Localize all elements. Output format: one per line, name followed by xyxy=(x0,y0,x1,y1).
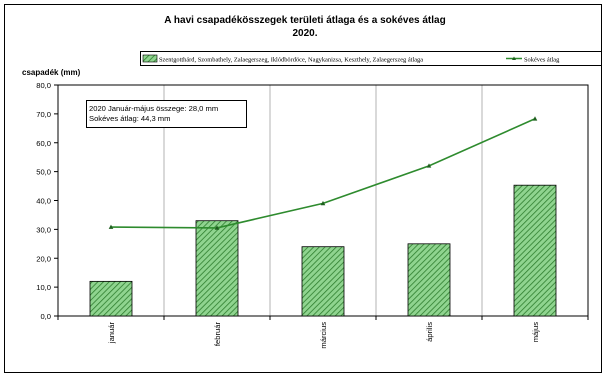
x-tick-label: április xyxy=(425,322,434,342)
legend: Szentgotthárd, Szombathely, Zalaegerszeg… xyxy=(140,51,602,66)
y-tick-label: 50,0 xyxy=(36,168,51,177)
legend-swatch-bars xyxy=(142,54,158,63)
x-tick-label: január xyxy=(107,322,116,345)
chart-title-line2: 2020. xyxy=(292,28,317,39)
y-tick-label: 40,0 xyxy=(36,197,51,206)
y-tick-label: 0,0 xyxy=(40,312,51,321)
plot-area: 0,0 10,0 20,0 30,0 40,0 50,0 60,0 70,0 80,0 januá… xyxy=(36,81,589,349)
bar xyxy=(407,243,451,317)
line-point xyxy=(426,163,432,168)
bar xyxy=(89,280,133,317)
annotation-line1: 2020 Január-május összege: 28,0 mm xyxy=(89,104,218,113)
y-tick-label: 10,0 xyxy=(36,283,51,292)
x-tick-label: március xyxy=(319,322,328,349)
legend-label-line: Sokéves átlag xyxy=(524,57,560,64)
bar xyxy=(195,220,239,317)
annotation-box: 2020 Január-május összege: 28,0 mm Sokév… xyxy=(86,100,247,128)
y-tick-label: 30,0 xyxy=(36,225,51,234)
annotation-rect xyxy=(86,100,247,128)
annotation-line2: Sokéves átlag: 44,3 mm xyxy=(89,114,170,123)
y-tick-label: 20,0 xyxy=(36,254,51,263)
y-tick-label: 70,0 xyxy=(36,110,51,119)
y-axis-label: csapadék (mm) xyxy=(22,68,81,77)
chart-title-line1: A havi csapadékösszegek területi átlaga … xyxy=(164,15,445,26)
bar xyxy=(513,184,557,317)
x-tick-label: február xyxy=(213,322,222,347)
y-tick-label: 60,0 xyxy=(36,139,51,148)
legend-swatch-marker xyxy=(512,56,516,60)
line-point xyxy=(320,200,326,206)
line-point xyxy=(532,116,538,121)
legend-label-bars: Szentgotthárd, Szombathely, Zalaegerszeg… xyxy=(159,57,423,64)
y-tick-label: 80,0 xyxy=(36,81,51,90)
line-point xyxy=(108,224,114,229)
line-point xyxy=(214,225,220,230)
legend-box xyxy=(140,51,602,66)
x-tick-label: május xyxy=(531,322,540,342)
bar xyxy=(301,246,345,317)
